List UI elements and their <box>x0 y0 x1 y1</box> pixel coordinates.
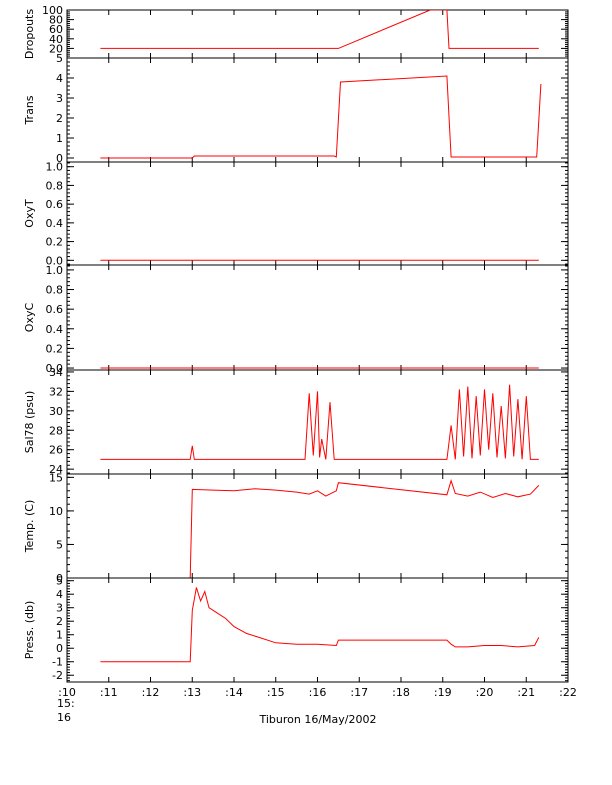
y-axis-label: Press. (db) <box>23 601 36 660</box>
y-tick-label: 28 <box>49 424 63 437</box>
y-tick-label: 1 <box>56 629 63 642</box>
panel-frame <box>66 57 569 163</box>
y-tick-label: 24 <box>49 463 63 476</box>
x-tick-label: :18 <box>392 686 410 699</box>
panel-frame <box>66 9 569 59</box>
y-tick-label: 0.0 <box>46 254 64 267</box>
y-tick-label: 3 <box>56 92 63 105</box>
y-tick-label: 0 <box>56 152 63 165</box>
x-tick-label: :13 <box>183 686 201 699</box>
y-tick-label: 34 <box>49 366 63 379</box>
x-axis: 15: 16 Tiburon 16/May/2002 :10 :11 :12 :13:… <box>57 686 577 726</box>
x-tick-label: :20 <box>476 686 494 699</box>
y-tick-label: -2 <box>52 669 63 682</box>
y-tick-label: 30 <box>49 405 63 418</box>
x-tick-label: :22 <box>559 686 577 699</box>
chart-panels: 20406080100Dropouts012345Trans0.00.20.40… <box>23 4 569 683</box>
y-tick-label: 0.6 <box>46 198 64 211</box>
y-tick-label: 26 <box>49 444 63 457</box>
series-line-0 <box>100 384 539 460</box>
x-tick-label: :16 <box>309 686 327 699</box>
y-tick-label: 0 <box>56 572 63 585</box>
x-tick-label: :19 <box>434 686 452 699</box>
y-tick-label: 5 <box>56 52 63 65</box>
x-axis-start-label-2: 16 <box>57 711 71 724</box>
y-tick-label: 32 <box>49 385 63 398</box>
panel-4: 24 26 28 30 32 34 Sal78 (psu) <box>23 366 569 476</box>
y-tick-label: 0.8 <box>46 179 64 192</box>
y-tick-label: 100 <box>42 4 63 17</box>
x-tick-label: :15 <box>267 686 285 699</box>
panel-frame <box>66 369 569 475</box>
y-axis-label: OxyT <box>23 199 36 228</box>
y-tick-label: 0.8 <box>46 284 64 297</box>
x-tick-label: :17 <box>350 686 368 699</box>
y-axis-label: Sal78 (psu) <box>23 391 36 454</box>
panel-frame <box>66 264 569 371</box>
panel-2: 0.0 0.2 0.4 0.6 0.8 1.0 OxyT <box>23 161 569 267</box>
y-tick-label: 5 <box>56 575 63 588</box>
x-tick-label: :21 <box>517 686 535 699</box>
y-axis-label: Trans <box>23 95 36 125</box>
y-tick-label: 0.6 <box>46 303 64 316</box>
x-tick-label: :12 <box>142 686 160 699</box>
y-tick-label: 0.4 <box>46 323 64 336</box>
y-tick-label: 2 <box>56 615 63 628</box>
y-axis-label: Dropouts <box>23 9 36 59</box>
y-tick-label: 0.4 <box>46 217 64 230</box>
y-tick-label: -1 <box>52 656 63 669</box>
series-line-0 <box>100 10 539 49</box>
x-tick-label: :14 <box>225 686 243 699</box>
y-axis-label: Temp. (C) <box>23 500 36 554</box>
y-tick-label: 0.0 <box>46 362 64 375</box>
y-axis-label: OxyC <box>23 303 36 333</box>
y-tick-label: 0 <box>56 642 63 655</box>
x-tick-label: :11 <box>100 686 118 699</box>
panel-frame <box>66 161 569 266</box>
series-line-0 <box>100 479 540 578</box>
series-line-0 <box>100 587 540 663</box>
y-tick-label: 5 <box>56 538 63 551</box>
y-tick-label: 1.0 <box>46 264 64 277</box>
x-axis-start-label-1: 15: <box>57 697 75 710</box>
x-axis-title: Tiburon 16/May/2002 <box>258 713 376 726</box>
panel-3: 0.0 0.2 0.4 0.6 0.8 1.0 OxyC <box>23 264 569 375</box>
panel-frame <box>66 473 569 579</box>
y-tick-label: 10 <box>49 505 63 518</box>
y-tick-label: 0.2 <box>46 236 64 249</box>
y-tick-label: 4 <box>56 72 63 85</box>
x-tick-label: :10 <box>58 686 76 699</box>
y-tick-label: 15 <box>49 471 63 484</box>
y-tick-label: 40 <box>49 33 63 46</box>
y-tick-label: 0.2 <box>46 342 64 355</box>
y-tick-label: 80 <box>49 14 63 27</box>
y-tick-label: 60 <box>49 23 63 36</box>
y-tick-label: 4 <box>56 588 63 601</box>
y-tick-label: 2 <box>56 112 63 125</box>
y-tick-label: 3 <box>56 602 63 615</box>
y-tick-label: 20 <box>49 42 63 55</box>
y-tick-label: 1.0 <box>46 161 64 174</box>
series-line-0 <box>100 75 542 159</box>
panel-1: 0 1 2 3 4 5 Trans <box>23 52 569 165</box>
panel-frame <box>66 577 569 683</box>
y-tick-label: 1 <box>56 132 63 145</box>
